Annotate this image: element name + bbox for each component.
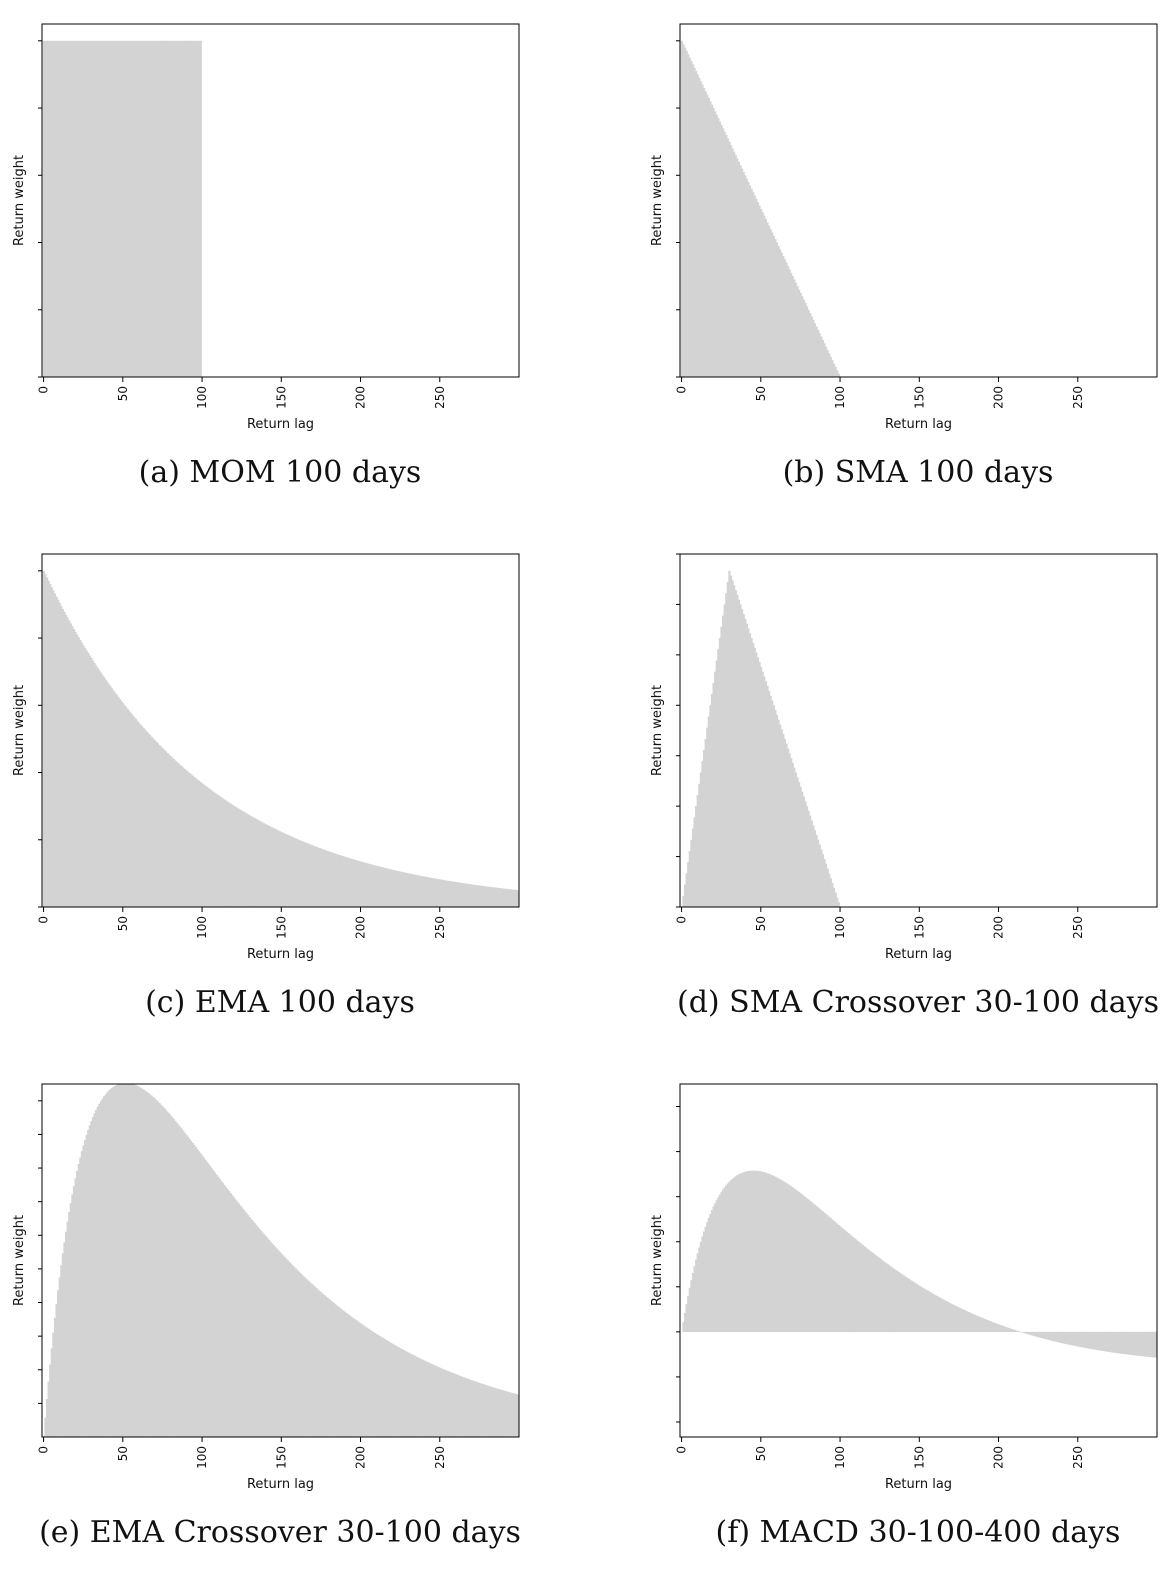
x-tick-label: 0 bbox=[37, 1446, 51, 1454]
x-axis-label: Return lag bbox=[885, 1477, 952, 1492]
y-axis-label: Return weight bbox=[12, 155, 27, 246]
x-axis-label: Return lag bbox=[247, 417, 314, 432]
panel-c: 0 50 100 150 200 250 Return lag Return weight (… bbox=[0, 530, 560, 1055]
x-tick-label: 250 bbox=[433, 386, 447, 409]
panel-e: 0 50 100 150 200 250 Return lag Return weight (… bbox=[0, 1060, 560, 1585]
x-axis-label: Return lag bbox=[885, 417, 952, 432]
weight-bars bbox=[681, 41, 840, 377]
chart-ema-100: 0 50 100 150 200 250 Return lag Return weight bbox=[0, 530, 560, 970]
x-tick-label: 100 bbox=[833, 916, 847, 939]
y-axis-label: Return weight bbox=[650, 155, 665, 246]
x-axis-label: Return lag bbox=[247, 947, 314, 962]
x-tick-label: 150 bbox=[912, 386, 926, 409]
panel-a: 0 50 100 150 200 250 Return lag Return weight (… bbox=[0, 0, 560, 525]
x-tick-label: 250 bbox=[1071, 916, 1085, 939]
x-tick-label: 0 bbox=[675, 1446, 689, 1454]
chart-mom-100: 0 50 100 150 200 250 Return lag Return weight bbox=[0, 0, 560, 440]
y-axis-label: Return weight bbox=[650, 685, 665, 776]
x-tick-label: 50 bbox=[754, 386, 768, 401]
x-tick-label: 0 bbox=[675, 386, 689, 394]
chart-sma-100: 0 50 100 150 200 250 Return lag Return weight bbox=[638, 0, 1167, 440]
x-tick-label: 50 bbox=[754, 1446, 768, 1461]
x-tick-label: 0 bbox=[37, 386, 51, 394]
caption-d: (d) SMA Crossover 30-100 days bbox=[638, 985, 1167, 1020]
x-tick-label: 250 bbox=[1071, 386, 1085, 409]
x-tick-label: 250 bbox=[433, 1446, 447, 1469]
chart-macd: 0 50 100 150 200 250 Return lag Return weight bbox=[638, 1060, 1167, 1500]
x-tick-label: 0 bbox=[675, 916, 689, 924]
x-axis-label: Return lag bbox=[885, 947, 952, 962]
weight-bar bbox=[200, 41, 202, 377]
x-tick-label: 50 bbox=[116, 916, 130, 931]
x-tick-label: 150 bbox=[274, 386, 288, 409]
weight-bar bbox=[517, 1394, 519, 1437]
panel-b: 0 50 100 150 200 250 Return lag Return weight (… bbox=[638, 0, 1167, 525]
x-tick-label: 200 bbox=[992, 1446, 1006, 1469]
x-tick-label: 50 bbox=[116, 386, 130, 401]
chart-sma-crossover: 0 50 100 150 200 250 Return lag Return weight bbox=[638, 530, 1167, 970]
weight-bars bbox=[682, 571, 839, 907]
x-tick-label: 200 bbox=[992, 916, 1006, 939]
chart-ema-crossover: 0 50 100 150 200 250 Return lag Return weight bbox=[0, 1060, 560, 1500]
weight-bars bbox=[44, 1083, 518, 1437]
x-tick-label: 100 bbox=[195, 1446, 209, 1469]
x-tick-label: 200 bbox=[354, 386, 368, 409]
weight-bar bbox=[517, 890, 519, 907]
x-tick-label: 250 bbox=[1071, 1446, 1085, 1469]
panel-d: 0 50 100 150 200 250 Return lag Return weight (… bbox=[638, 530, 1167, 1055]
x-tick-label: 50 bbox=[116, 1446, 130, 1461]
y-axis-label: Return weight bbox=[12, 685, 27, 776]
x-tick-label: 150 bbox=[912, 916, 926, 939]
x-axis-label: Return lag bbox=[247, 1477, 314, 1492]
caption-b: (b) SMA 100 days bbox=[638, 455, 1167, 490]
x-tick-label: 200 bbox=[992, 386, 1006, 409]
weight-bars bbox=[43, 571, 519, 907]
caption-f: (f) MACD 30-100-400 days bbox=[638, 1515, 1167, 1550]
weight-bar bbox=[1155, 1332, 1157, 1358]
weight-bars bbox=[682, 1171, 1156, 1358]
x-tick-label: 250 bbox=[433, 916, 447, 939]
weight-bar bbox=[838, 902, 840, 907]
y-axis-label: Return weight bbox=[12, 1215, 27, 1306]
caption-e: (e) EMA Crossover 30-100 days bbox=[0, 1515, 560, 1550]
panel-f: 0 50 100 150 200 250 Return lag Return weight (… bbox=[638, 1060, 1167, 1585]
x-tick-label: 100 bbox=[195, 386, 209, 409]
x-tick-label: 50 bbox=[754, 916, 768, 931]
caption-c: (c) EMA 100 days bbox=[0, 985, 560, 1020]
x-tick-label: 100 bbox=[833, 386, 847, 409]
x-tick-label: 150 bbox=[912, 1446, 926, 1469]
x-tick-label: 150 bbox=[274, 1446, 288, 1469]
x-tick-label: 200 bbox=[354, 1446, 368, 1469]
y-axis-label: Return weight bbox=[650, 1215, 665, 1306]
x-tick-label: 100 bbox=[833, 1446, 847, 1469]
caption-a: (a) MOM 100 days bbox=[0, 455, 560, 490]
x-tick-label: 100 bbox=[195, 916, 209, 939]
x-tick-label: 150 bbox=[274, 916, 288, 939]
x-tick-label: 200 bbox=[354, 916, 368, 939]
x-tick-label: 0 bbox=[37, 916, 51, 924]
weight-bars bbox=[43, 41, 202, 377]
